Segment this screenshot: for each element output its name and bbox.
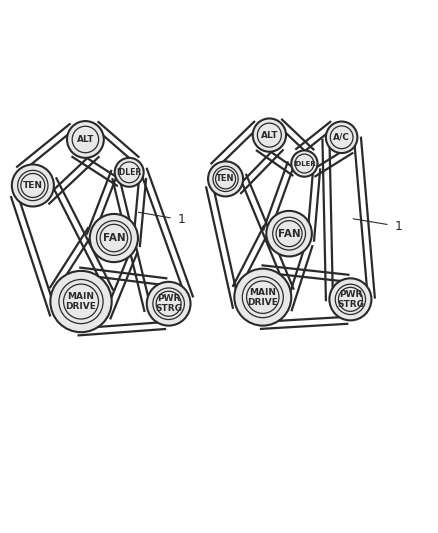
Text: MAIN
DRIVE: MAIN DRIVE — [247, 288, 278, 306]
Text: IDLER: IDLER — [293, 160, 316, 167]
Text: ALT: ALT — [77, 135, 94, 144]
Circle shape — [115, 158, 144, 187]
Text: A/C: A/C — [333, 133, 350, 142]
Text: PWR
STRG: PWR STRG — [337, 290, 364, 309]
Text: IDLER: IDLER — [117, 168, 142, 177]
Text: TEN: TEN — [216, 174, 235, 183]
Text: 1: 1 — [177, 213, 185, 226]
Text: TEN: TEN — [23, 181, 43, 190]
Circle shape — [326, 122, 357, 153]
Text: FAN: FAN — [278, 229, 300, 239]
Circle shape — [90, 214, 138, 262]
Circle shape — [253, 118, 286, 152]
Circle shape — [12, 165, 54, 206]
Text: 1: 1 — [394, 220, 402, 233]
Text: MAIN
DRIVE: MAIN DRIVE — [66, 292, 96, 311]
Circle shape — [67, 121, 104, 158]
Text: PWR
STRG: PWR STRG — [155, 294, 182, 313]
Circle shape — [50, 271, 112, 332]
Circle shape — [329, 278, 371, 320]
Circle shape — [147, 282, 191, 326]
Text: ALT: ALT — [261, 131, 278, 140]
Text: FAN: FAN — [102, 233, 125, 243]
Circle shape — [266, 211, 312, 256]
Circle shape — [234, 269, 291, 326]
Circle shape — [291, 150, 318, 177]
Circle shape — [208, 161, 243, 197]
